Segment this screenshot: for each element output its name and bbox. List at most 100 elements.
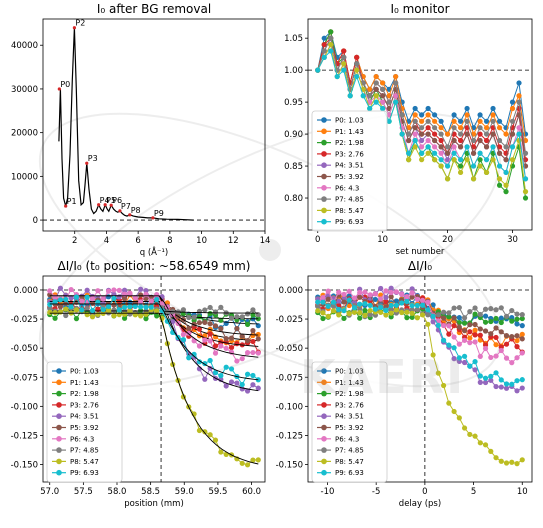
data-point — [509, 131, 516, 137]
data-point — [438, 125, 444, 131]
x-tick-label: 2 — [72, 236, 77, 246]
data-point — [116, 307, 122, 313]
legend-marker — [321, 151, 327, 157]
x-tick-label: 0 — [422, 487, 427, 497]
data-point — [207, 338, 213, 344]
data-point — [386, 118, 392, 124]
data-point — [315, 299, 321, 305]
data-point — [328, 29, 334, 35]
data-point — [100, 296, 106, 302]
data-point — [346, 311, 352, 317]
data-point — [432, 157, 438, 163]
data-point — [519, 350, 525, 356]
data-point — [121, 295, 128, 302]
data-point — [503, 381, 510, 387]
data-point — [212, 437, 219, 443]
x-tick-label: 6 — [135, 236, 140, 246]
legend-marker — [56, 379, 62, 386]
data-point — [451, 315, 457, 321]
y-tick-label: -0.125 — [276, 431, 303, 441]
data-point — [406, 131, 412, 137]
data-point — [493, 342, 499, 348]
data-point — [321, 41, 327, 48]
data-point — [503, 385, 510, 391]
data-point — [47, 309, 53, 316]
data-point — [451, 137, 457, 144]
data-point — [378, 285, 384, 292]
legend-marker — [56, 368, 62, 374]
data-point — [477, 311, 483, 318]
data-point — [239, 314, 245, 320]
data-point — [488, 331, 494, 337]
x-axis-label: q (Å⁻¹) — [140, 246, 168, 258]
data-point — [234, 325, 240, 332]
data-point — [464, 112, 470, 118]
series-line — [317, 290, 523, 364]
data-point — [430, 319, 436, 325]
data-point — [438, 118, 444, 124]
data-point — [336, 306, 342, 313]
data-point — [412, 112, 418, 118]
legend-label: P1: 1.43 — [335, 128, 364, 136]
data-point — [516, 99, 522, 105]
data-point — [207, 365, 213, 372]
data-point — [430, 302, 436, 308]
chart-title: I₀ monitor — [390, 2, 449, 16]
data-point — [425, 321, 431, 327]
data-point — [472, 433, 478, 439]
data-point — [52, 294, 58, 300]
data-point — [244, 388, 251, 394]
data-point — [419, 125, 425, 131]
data-point — [509, 105, 516, 112]
data-point — [373, 73, 379, 80]
data-point — [202, 337, 208, 343]
data-point — [244, 311, 251, 317]
peak-label: P0 — [60, 80, 70, 89]
data-point — [196, 314, 203, 320]
x-tick-label: 12 — [228, 236, 239, 246]
data-point — [372, 306, 379, 312]
data-point — [451, 125, 457, 131]
data-point — [514, 355, 520, 361]
data-point — [514, 316, 520, 322]
x-axis-label: position (mm) — [124, 499, 184, 509]
chart-panel-i0-monitor: I₀ monitor set number 0 10 20 30 0.80 0.85 0.90 0… — [284, 2, 533, 257]
data-point — [446, 400, 452, 406]
data-point — [250, 307, 256, 313]
data-point — [477, 125, 483, 131]
data-point — [496, 150, 503, 156]
legend-label: P2: 1.98 — [70, 390, 99, 398]
data-point — [456, 355, 462, 361]
data-point — [516, 80, 522, 86]
data-point — [498, 329, 504, 335]
data-point — [409, 307, 415, 313]
data-point — [509, 118, 516, 124]
legend-marker — [321, 128, 327, 135]
data-point — [399, 131, 405, 137]
data-point — [373, 99, 379, 105]
data-point — [498, 384, 504, 390]
data-point — [367, 105, 373, 112]
data-point — [498, 377, 504, 383]
data-point — [503, 460, 510, 466]
axes-frame — [42, 18, 266, 232]
data-point — [180, 331, 187, 338]
data-point — [383, 307, 389, 313]
data-point — [440, 382, 447, 389]
data-point — [399, 300, 405, 306]
data-point — [461, 359, 468, 366]
data-point — [372, 296, 379, 303]
data-point — [438, 157, 444, 163]
data-point — [425, 131, 431, 137]
data-point — [425, 299, 431, 305]
legend-label: P2: 1.98 — [335, 139, 364, 147]
data-point — [404, 294, 410, 300]
data-point — [367, 312, 373, 318]
data-point — [212, 323, 219, 329]
data-point — [457, 169, 464, 176]
data-point — [116, 294, 122, 300]
data-point — [154, 296, 160, 303]
data-point — [446, 310, 452, 316]
data-point — [496, 125, 503, 131]
data-point — [404, 298, 410, 305]
